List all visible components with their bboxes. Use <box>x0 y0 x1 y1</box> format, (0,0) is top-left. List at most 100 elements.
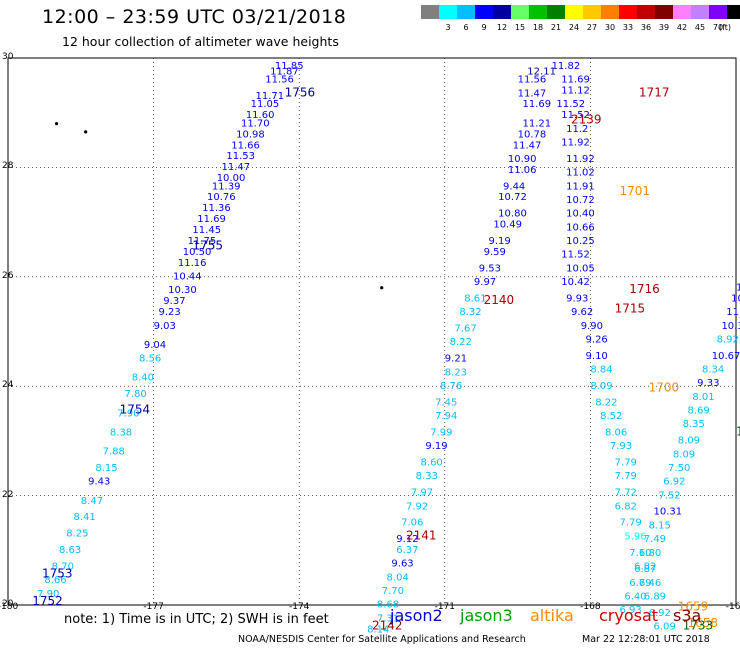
time-label: 1658 <box>687 616 718 630</box>
legend-swatch <box>619 5 637 19</box>
legend-label: 27 <box>586 23 598 32</box>
satellite-key-s3a: s3a <box>673 606 702 625</box>
swh-value: 7.94 <box>435 411 457 422</box>
satellite-key-cryosat: cryosat <box>599 606 659 625</box>
swh-value: 10.50 <box>183 247 212 258</box>
swh-value: 6.80 <box>639 548 661 559</box>
color-legend: 3 6 9 12 15 18 21 24 27 30 33 36 39 42 45 70 (ft) <box>421 5 740 33</box>
swh-value: 11.21 <box>522 118 551 129</box>
legend-swatch <box>709 5 727 19</box>
y-tick-label: 24 <box>2 380 14 391</box>
swh-value: 8.40 <box>132 373 154 384</box>
satellite-key-jason2: jason2 <box>390 606 443 625</box>
legend-swatches <box>421 5 740 19</box>
swh-value: 5.96 <box>624 531 646 542</box>
legend-swatch <box>439 5 457 19</box>
swh-value: 7.97 <box>411 488 433 499</box>
legend-label: 42 <box>676 23 688 32</box>
legend-label: 39 <box>658 23 670 32</box>
swh-value: 11.39 <box>212 181 241 192</box>
legend-label: 3 <box>445 23 451 32</box>
swh-value: 8.15 <box>649 520 671 531</box>
legend-swatch <box>475 5 493 19</box>
swh-value: 11.60 <box>246 110 275 121</box>
swh-value: 7.92 <box>406 501 428 512</box>
legend-label: 70 <box>712 23 724 32</box>
legend-label: 33 <box>622 23 634 32</box>
swh-value: 9.10 <box>586 351 608 362</box>
swh-value: 8.60 <box>421 458 443 469</box>
y-tick-label: 28 <box>2 161 14 172</box>
time-label: 2142 <box>372 619 403 633</box>
swh-value: 7.79 <box>615 471 637 482</box>
swh-value: 11.36 <box>202 203 231 214</box>
time-label: 1755 <box>192 238 223 252</box>
swh-value: 10.66 <box>566 222 595 233</box>
swh-value: 11.56 <box>265 75 294 86</box>
y-tick-label: 22 <box>2 489 14 500</box>
swh-value: 8.69 <box>687 406 709 417</box>
swh-value: 10.30 <box>168 285 197 296</box>
x-tick-label: -180 <box>0 602 19 612</box>
swh-value: 9.23 <box>158 307 180 318</box>
swh-value: 8.15 <box>95 463 117 474</box>
swh-value: 11.52 <box>561 250 590 261</box>
swh-value: 10.78 <box>518 129 547 140</box>
x-tick-label: -177 <box>143 602 164 612</box>
legend-labels: 3 6 9 12 15 18 21 24 27 30 33 36 39 42 45 70 (ft) <box>421 19 740 33</box>
swh-value: 9.19 <box>425 441 447 452</box>
swh-value: 10.40 <box>566 209 595 220</box>
swh-value: 9.53 <box>479 263 501 274</box>
chart-title: 12:00 – 23:59 UTC 03/21/2018 <box>42 6 347 28</box>
swh-value: 10.1 <box>731 293 740 304</box>
swh-value: 8.09 <box>590 381 612 392</box>
swh-value: 7.52 <box>658 490 680 501</box>
legend-unit: (ft) <box>718 23 732 32</box>
swh-value: 10.05 <box>566 263 595 274</box>
legend-label: 15 <box>514 23 526 32</box>
swh-value: 8.47 <box>81 496 103 507</box>
swh-value: 8.32 <box>459 307 481 318</box>
swh-value: 11.9 <box>736 282 740 293</box>
swh-value: 8.63 <box>59 545 81 556</box>
swh-value: 7.99 <box>430 427 452 438</box>
y-tick-label: 26 <box>2 270 14 281</box>
swh-value: 9.44 <box>503 181 525 192</box>
time-label: 1700 <box>649 381 680 395</box>
swh-value: 8.22 <box>450 337 472 348</box>
swh-value: 6.92 <box>649 608 671 619</box>
swh-value: 10.42 <box>561 277 590 288</box>
swh-value: 11.91 <box>566 181 595 192</box>
x-tick-label: -165 <box>725 602 740 612</box>
time-label: 1701 <box>620 184 651 198</box>
island-dot <box>54 122 59 126</box>
swh-value: 9.37 <box>163 296 185 307</box>
swh-value: 7.06 <box>401 518 423 529</box>
swh-value: 6.82 <box>634 561 656 572</box>
legend-swatch <box>673 5 691 19</box>
swh-value: 10.90 <box>508 154 537 165</box>
swh-value: 6.82 <box>615 501 637 512</box>
swh-value: 8.56 <box>139 354 161 365</box>
swh-value: 7.93 <box>610 441 632 452</box>
swh-value: 9.97 <box>474 277 496 288</box>
swh-value: 9.21 <box>445 354 467 365</box>
swh-value: 11.2 <box>566 124 588 135</box>
legend-swatch <box>547 5 565 19</box>
legend-swatch <box>565 5 583 19</box>
time-label: 2139 <box>571 113 602 127</box>
time-label: 1716 <box>629 282 660 296</box>
island-dot <box>380 286 384 290</box>
x-tick-label: -174 <box>288 602 310 612</box>
swh-value: 7.79 <box>615 458 637 469</box>
swh-value: 8.09 <box>673 449 695 460</box>
swh-value: 11.12 <box>561 86 590 97</box>
swh-value: 11.47 <box>222 162 251 173</box>
swh-value: 9.93 <box>566 293 588 304</box>
swh-value: 9.12 <box>396 534 418 545</box>
time-label: 1715 <box>615 301 646 315</box>
swh-value: 11.02 <box>726 307 740 318</box>
swh-value: 8.25 <box>66 529 88 540</box>
swh-value: 6.93 <box>620 605 642 616</box>
x-tick-label: -171 <box>434 602 456 612</box>
